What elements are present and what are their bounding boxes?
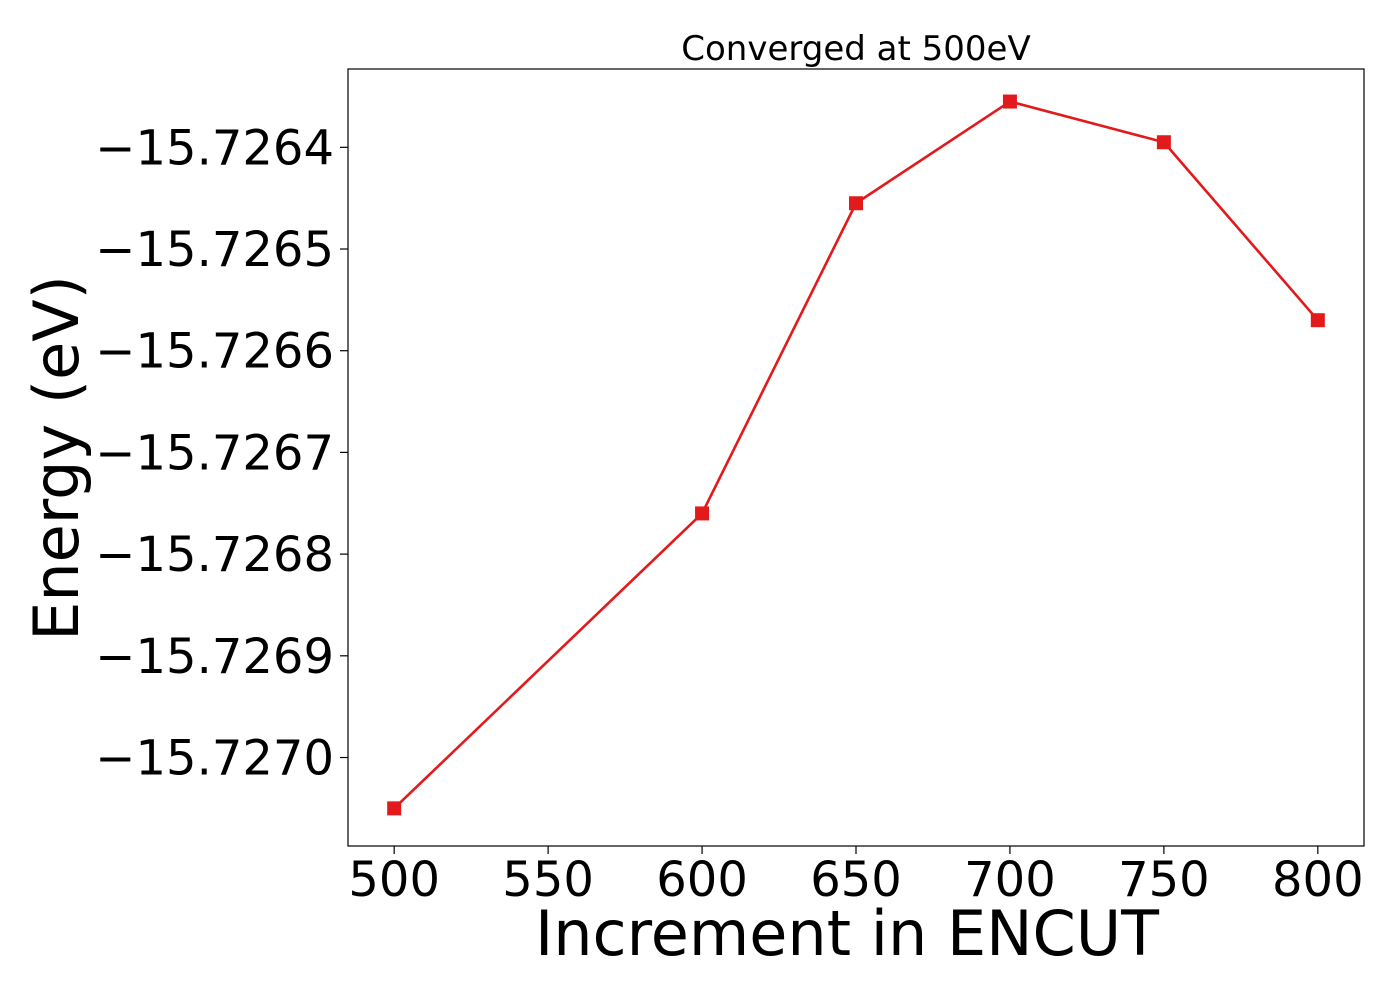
x-axis: 500 550 600 650 700 750 800	[348, 846, 1364, 908]
plot-frame	[347, 68, 1365, 847]
x-tick-label: 550	[502, 852, 594, 908]
y-tick-label: −15.7270	[95, 731, 334, 787]
x-tick-label: 800	[1272, 852, 1364, 908]
y-tick-label: −15.7265	[95, 222, 334, 278]
y-axis: −15.7270 −15.7269 −15.7268 −15.7267 −15.7266…	[95, 120, 348, 787]
data-point-marker	[387, 801, 402, 816]
y-tick-label: −15.7269	[95, 629, 334, 685]
data-point-marker	[1156, 135, 1171, 150]
y-axis-label: Energy (eV)	[20, 275, 93, 641]
x-tick-label: 650	[810, 852, 902, 908]
x-axis-label: Increment in ENCUT	[535, 897, 1160, 970]
y-tick-label: −15.7266	[95, 324, 334, 380]
y-tick-label: −15.7268	[95, 527, 334, 583]
x-tick-label: 500	[348, 852, 440, 908]
plot-area	[387, 94, 1325, 816]
chart-title: Converged at 500eV	[681, 29, 1030, 69]
y-tick-label: −15.7264	[95, 120, 334, 176]
y-tick-label: −15.7267	[95, 425, 334, 481]
data-point-marker	[1002, 94, 1017, 109]
x-tick-label: 750	[1118, 852, 1210, 908]
x-tick-label: 700	[964, 852, 1056, 908]
data-point-marker	[1310, 313, 1325, 328]
x-tick-label: 600	[656, 852, 748, 908]
series-line	[393, 100, 1319, 810]
data-point-marker	[695, 506, 710, 521]
data-point-marker	[849, 196, 863, 211]
